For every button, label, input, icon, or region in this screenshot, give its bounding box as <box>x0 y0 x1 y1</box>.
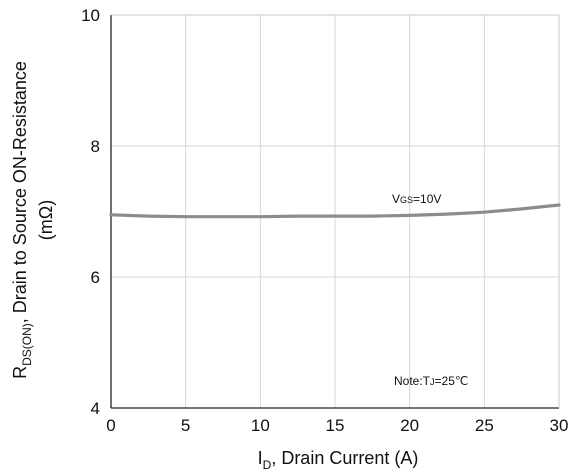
plot-frame <box>110 14 560 409</box>
x-tick-label: 30 <box>550 416 569 435</box>
y-axis-title: RDS(ON), Drain to Source ON-Resistance <box>10 61 34 379</box>
x-tick-label: 25 <box>475 416 494 435</box>
x-axis-title: ID, Drain Current (A) <box>258 448 419 472</box>
series-layer <box>109 203 561 219</box>
x-tick-label: 5 <box>181 416 190 435</box>
y-tick-labels: 4 6 8 10 <box>81 6 100 418</box>
y-tick-label: 10 <box>81 6 100 25</box>
x-tick-label: 20 <box>400 416 419 435</box>
x-tick-label: 15 <box>326 416 345 435</box>
y-tick-label: 8 <box>91 137 100 156</box>
y-tick-label: 4 <box>91 399 100 418</box>
series-label-vgs: VGS=10V <box>392 192 441 206</box>
x-tick-label: 10 <box>251 416 270 435</box>
series-line <box>109 203 561 219</box>
x-tick-label: 0 <box>106 416 115 435</box>
x-tick-labels: 0 5 10 15 20 25 30 <box>106 416 568 435</box>
y-tick-label: 6 <box>91 268 100 287</box>
y-axis-unit: (mΩ) <box>36 200 56 240</box>
note-annotation: Note:TJ=25℃ <box>394 374 468 388</box>
